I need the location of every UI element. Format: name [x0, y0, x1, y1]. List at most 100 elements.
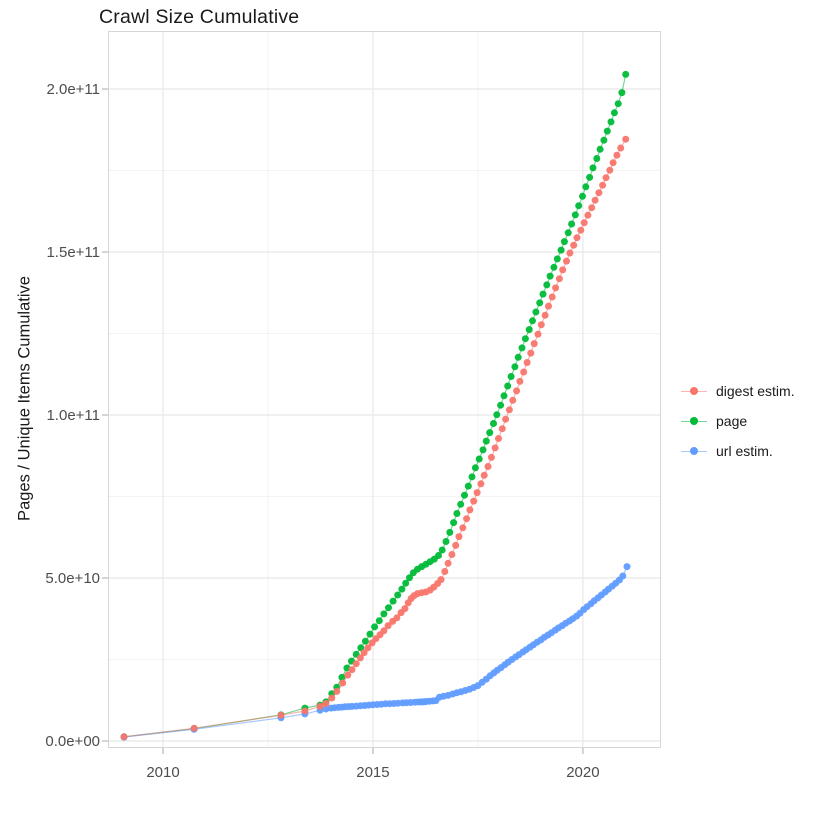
data-point-digest-estim — [463, 515, 471, 523]
data-point-page — [607, 118, 615, 126]
data-point-page — [380, 610, 388, 618]
y-tick-label: 2.0e+11 — [46, 81, 100, 98]
data-point-digest-estim — [277, 711, 285, 719]
data-point-digest-estim — [541, 311, 549, 319]
legend-key-icon — [681, 444, 707, 458]
data-point-page — [596, 145, 604, 153]
data-point-page — [375, 617, 383, 625]
data-point-page — [438, 546, 446, 554]
chart-title: Crawl Size Cumulative — [99, 6, 300, 28]
data-point-digest-estim — [444, 559, 452, 567]
data-point-digest-estim — [580, 219, 588, 227]
data-point-page — [475, 455, 483, 463]
data-point-digest-estim — [473, 489, 481, 497]
data-point-digest-estim — [555, 275, 563, 283]
data-point-page — [389, 597, 397, 605]
data-point-page — [586, 173, 594, 181]
data-point-digest-estim — [591, 196, 599, 204]
data-point-digest-estim — [566, 249, 574, 257]
legend-label: url estim. — [716, 443, 773, 459]
data-point-page — [553, 255, 561, 263]
data-point-digest-estim — [530, 340, 538, 348]
legend-label: page — [716, 413, 748, 429]
data-point-page — [471, 464, 479, 472]
data-point-page — [453, 510, 461, 517]
data-point-page — [490, 420, 497, 427]
data-point-digest-estim — [352, 660, 360, 668]
data-point-page — [450, 519, 458, 527]
y-tick-label: 1.5e+11 — [46, 244, 100, 261]
data-point-page — [582, 183, 590, 191]
data-point-digest-estim — [316, 702, 324, 710]
data-point-digest-estim — [570, 241, 578, 249]
data-point-page — [482, 437, 490, 445]
data-point-digest-estim — [559, 266, 567, 274]
data-point-digest-estim — [513, 387, 521, 395]
data-point-page — [371, 623, 379, 631]
series-page — [120, 70, 630, 741]
data-point-digest-estim — [344, 671, 352, 679]
data-point-page — [338, 673, 346, 681]
data-point-digest-estim — [573, 234, 581, 242]
data-point-page — [497, 401, 505, 409]
data-point-digest-estim — [441, 568, 449, 575]
x-tick-labels: 2010 2015 2020 — [146, 764, 599, 781]
data-point-page — [622, 70, 630, 78]
data-point-digest-estim — [455, 533, 463, 541]
data-point-digest-estim — [348, 666, 356, 674]
data-point-digest-estim — [584, 211, 592, 219]
data-point-digest-estim — [552, 284, 560, 292]
data-point-page — [532, 308, 540, 316]
data-point-page — [511, 363, 519, 371]
data-point-page — [568, 220, 576, 228]
data-point-page — [550, 263, 558, 271]
series-digest-estim — [120, 135, 630, 741]
x-tick-label: 2010 — [146, 764, 179, 781]
data-point-page — [529, 317, 536, 325]
legend-key-icon — [681, 384, 707, 398]
data-point-page — [536, 299, 544, 307]
data-point-page — [457, 500, 465, 508]
data-point-digest-estim — [477, 480, 485, 488]
series-url-estim — [120, 563, 631, 741]
data-point-digest-estim — [617, 144, 625, 152]
gridlines-minor — [108, 31, 661, 748]
data-point-page — [525, 326, 533, 334]
legend-item-digest-estim: digest estim. — [681, 376, 795, 406]
data-point-digest-estim — [505, 406, 513, 414]
data-point-digest-estim — [509, 396, 517, 404]
data-point-digest-estim — [190, 724, 198, 732]
data-point-digest-estim — [491, 444, 499, 452]
data-point-page — [600, 136, 608, 144]
legend: digest estim. page url estim. — [681, 376, 795, 466]
data-point-page — [571, 211, 579, 219]
data-point-page — [479, 446, 487, 454]
y-tick-label: 0.0e+00 — [45, 733, 100, 750]
data-point-digest-estim — [502, 415, 510, 423]
data-point-digest-estim — [520, 368, 528, 376]
data-point-page — [575, 202, 583, 210]
data-point-digest-estim — [401, 605, 409, 613]
data-point-page — [493, 411, 501, 419]
data-point-digest-estim — [606, 166, 614, 174]
data-point-url-estim — [619, 572, 627, 580]
data-point-digest-estim — [609, 159, 617, 167]
y-tick-label: 1.0e+11 — [46, 407, 100, 424]
data-point-digest-estim — [484, 463, 492, 470]
data-point-digest-estim — [588, 204, 596, 212]
data-point-digest-estim — [452, 541, 460, 549]
panel-border — [108, 31, 661, 748]
data-point-page — [579, 192, 586, 200]
data-point-page — [560, 238, 568, 246]
data-point-digest-estim — [339, 679, 347, 687]
data-point-digest-estim — [120, 733, 128, 741]
data-point-digest-estim — [380, 627, 388, 635]
y-tick-labels: 0.0e+00 5.0e+10 1.0e+11 1.5e+11 2.0e+11 — [45, 81, 100, 750]
data-point-digest-estim — [577, 226, 585, 234]
data-point-page — [593, 155, 601, 162]
data-point-page — [361, 637, 369, 645]
data-point-page — [521, 335, 529, 343]
data-point-digest-estim — [498, 425, 506, 433]
gridlines-major — [108, 31, 661, 748]
